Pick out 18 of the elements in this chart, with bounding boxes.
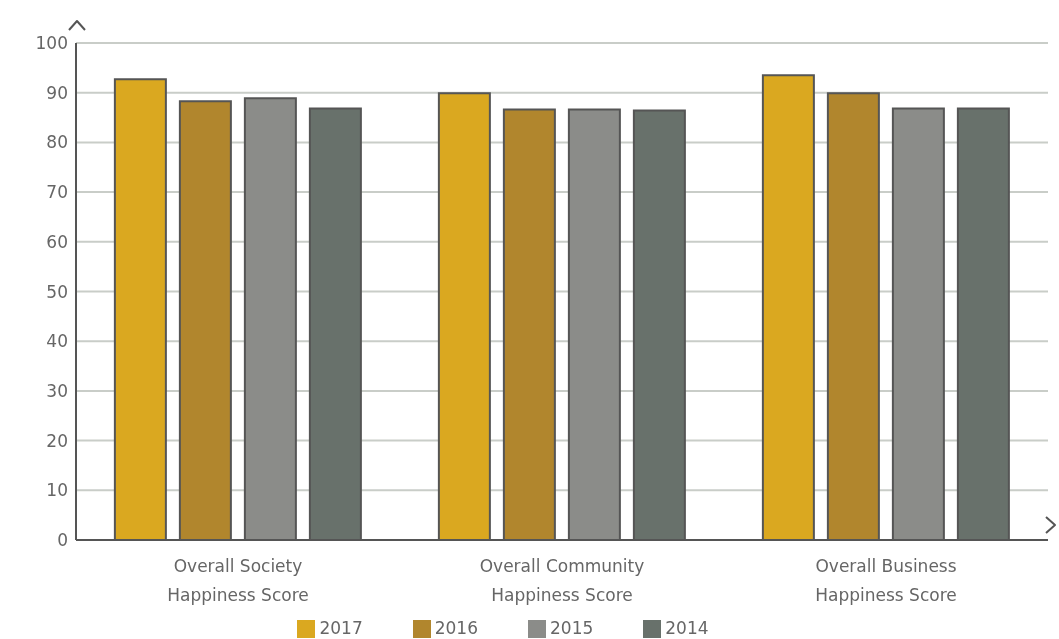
y-tick-label: 10 [46, 480, 68, 501]
y-tick-label: 60 [46, 231, 68, 252]
y-tick-label: 50 [46, 281, 68, 302]
y-tick-label: 30 [46, 380, 68, 401]
y-tick-label: 90 [46, 82, 68, 103]
legend-label: 2015 [550, 618, 594, 638]
x-tick-label: Overall Society Happiness Score [167, 556, 309, 605]
y-tick-label: 0 [57, 530, 68, 551]
y-tick-label: 70 [46, 182, 68, 203]
x-tick-label: Overall Business Happiness Score [815, 556, 957, 605]
legend-label: 2017 [319, 618, 363, 638]
legend-label: 2016 [434, 618, 478, 638]
y-tick-label: 20 [46, 430, 68, 451]
legend-label: 2014 [665, 618, 709, 638]
y-tick-label: 100 [35, 33, 68, 54]
x-tick-label: Overall Community Happiness Score [479, 556, 645, 605]
y-tick-label: 40 [46, 331, 68, 352]
y-tick-label: 80 [46, 132, 68, 153]
